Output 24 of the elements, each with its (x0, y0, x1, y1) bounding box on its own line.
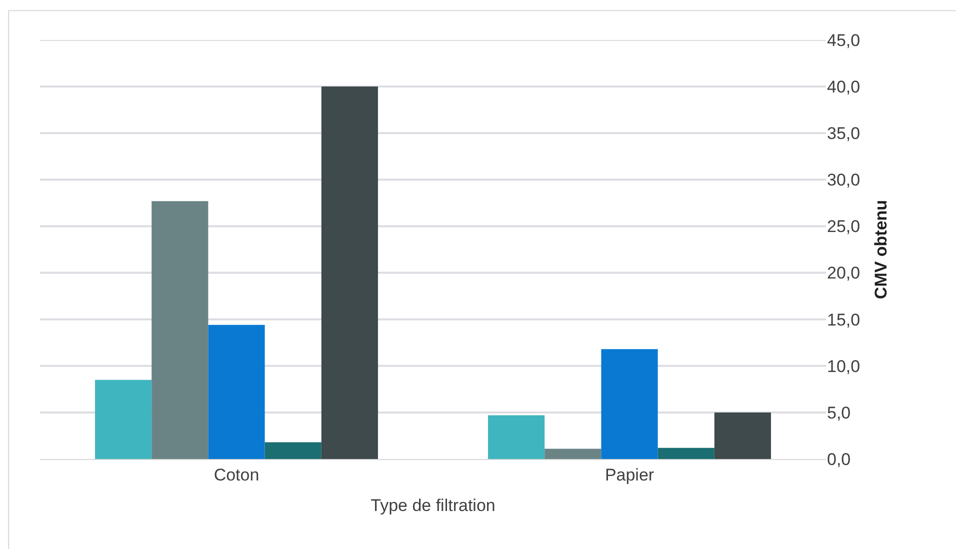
bar (208, 324, 265, 459)
y-tick-label: 30,0 (827, 170, 860, 190)
bar (714, 412, 771, 459)
bar (152, 201, 208, 459)
y-tick-label: 35,0 (827, 124, 860, 144)
y-tick-label: 25,0 (827, 217, 860, 236)
bar (544, 448, 602, 459)
bar (601, 349, 658, 459)
y-tick-label: 15,0 (827, 310, 860, 330)
y-tick-label: 10,0 (827, 356, 860, 376)
bar (488, 415, 545, 459)
x-tick-label: Papier (604, 465, 654, 484)
y-tick-label: 40,0 (827, 78, 860, 97)
bar (95, 380, 152, 459)
x-tick-label: Coton (214, 465, 260, 484)
y-tick-label: 0,0 (827, 450, 851, 469)
x-axis-title: Type de filtration (370, 496, 496, 515)
bar (658, 448, 714, 459)
y-tick-label: 5,0 (827, 403, 851, 422)
y-tick-label: 45,0 (827, 30, 860, 50)
bar (264, 442, 322, 459)
y-tick-label: 20,0 (827, 264, 860, 283)
bar (321, 86, 378, 459)
y-axis-title: CMV obtenu (871, 200, 890, 300)
